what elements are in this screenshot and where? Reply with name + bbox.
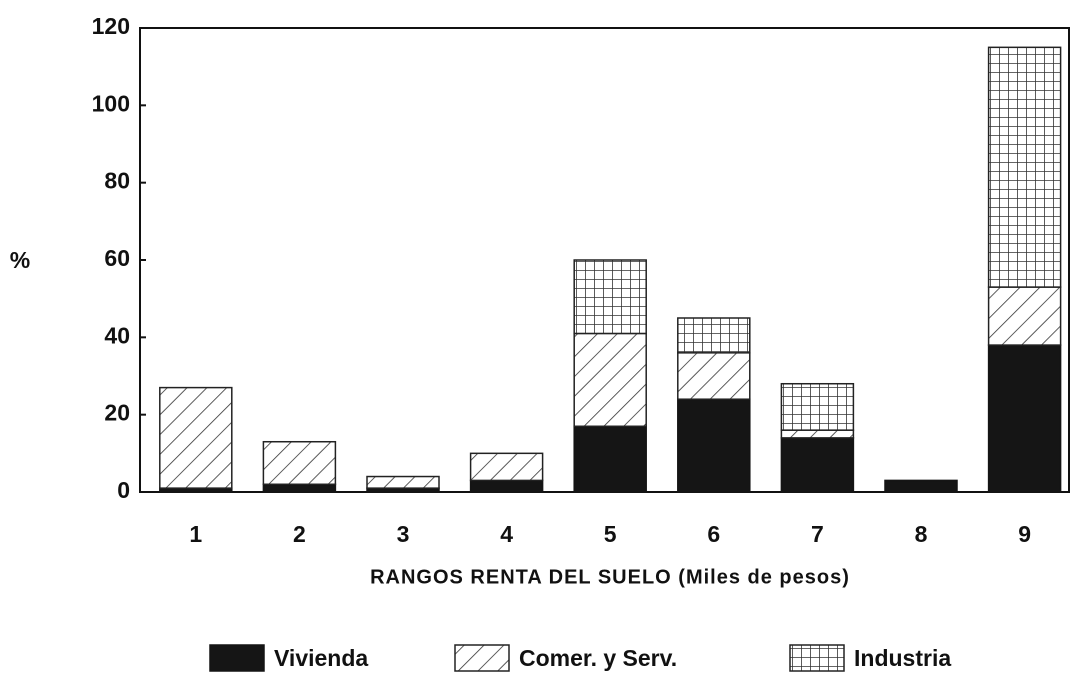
bar-segment: [573, 425, 647, 493]
legend-label: Vivienda: [274, 645, 368, 671]
bar-segment: [677, 352, 751, 400]
x-tick-label: 7: [811, 521, 824, 547]
x-tick-label: 2: [293, 521, 306, 547]
y-tick-label: 0: [117, 477, 130, 503]
x-tick-label: 1: [189, 521, 202, 547]
y-axis-label: %: [10, 247, 30, 273]
bar-segment: [573, 259, 647, 335]
x-tick-label: 6: [707, 521, 720, 547]
y-tick-label: 100: [92, 90, 130, 116]
bar-segment: [677, 317, 751, 354]
bar-segment: [780, 382, 855, 431]
legend-label: Industria: [854, 645, 951, 671]
y-tick-label: 60: [104, 245, 130, 271]
bar-segment: [987, 46, 1062, 288]
y-tick-label: 120: [92, 13, 130, 39]
bar-segment: [780, 429, 855, 439]
x-axis-label: RANGOS RENTA DEL SUELO (Miles de pesos): [370, 566, 850, 588]
bar-segment: [987, 344, 1062, 493]
bar-segment: [366, 475, 440, 489]
x-tick-label: 5: [604, 521, 617, 547]
legend-label: Comer. y Serv.: [519, 645, 677, 671]
bar-segment: [469, 479, 544, 493]
bar-segment: [987, 286, 1062, 346]
bar-segment: [262, 483, 337, 493]
x-tick-label: 8: [915, 521, 928, 547]
bar-segment: [159, 386, 233, 489]
y-tick-label: 40: [104, 322, 130, 348]
legend-swatch: [209, 644, 265, 672]
y-tick-label: 20: [104, 400, 130, 426]
bar-segment: [573, 332, 647, 428]
legend-swatch: [454, 644, 510, 672]
bar-segment: [884, 479, 958, 493]
bar-segment: [677, 398, 751, 493]
bar-segment: [780, 437, 855, 493]
bar-segment: [469, 452, 544, 482]
x-tick-label: 9: [1018, 521, 1031, 547]
y-tick-label: 80: [104, 168, 130, 194]
legend-swatch: [789, 644, 845, 672]
x-tick-label: 3: [397, 521, 410, 547]
bar-segment: [262, 440, 337, 486]
x-tick-label: 4: [500, 521, 513, 547]
